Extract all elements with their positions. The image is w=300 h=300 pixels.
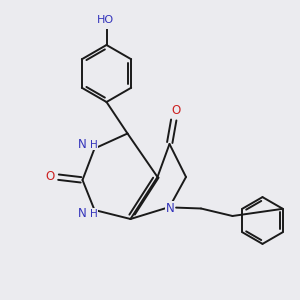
Text: N: N — [77, 207, 86, 220]
Text: O: O — [46, 170, 55, 184]
Text: N: N — [77, 138, 86, 152]
Text: N: N — [166, 202, 175, 215]
Text: H: H — [90, 208, 98, 219]
Text: O: O — [171, 104, 180, 117]
Text: H: H — [90, 140, 98, 150]
Text: HO: HO — [97, 15, 115, 26]
